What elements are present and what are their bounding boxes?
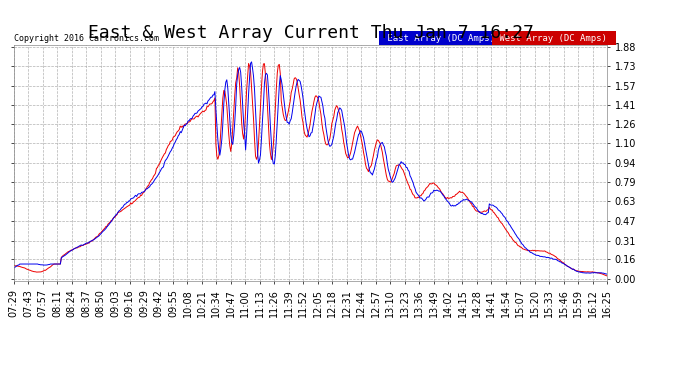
Title: East & West Array Current Thu Jan 7 16:27: East & West Array Current Thu Jan 7 16:2… — [88, 24, 533, 42]
Text: Copyright 2016 Cartronics.com: Copyright 2016 Cartronics.com — [14, 34, 159, 43]
Text: West Array (DC Amps): West Array (DC Amps) — [495, 34, 613, 43]
Text: East Array (DC Amps): East Array (DC Amps) — [382, 34, 500, 43]
